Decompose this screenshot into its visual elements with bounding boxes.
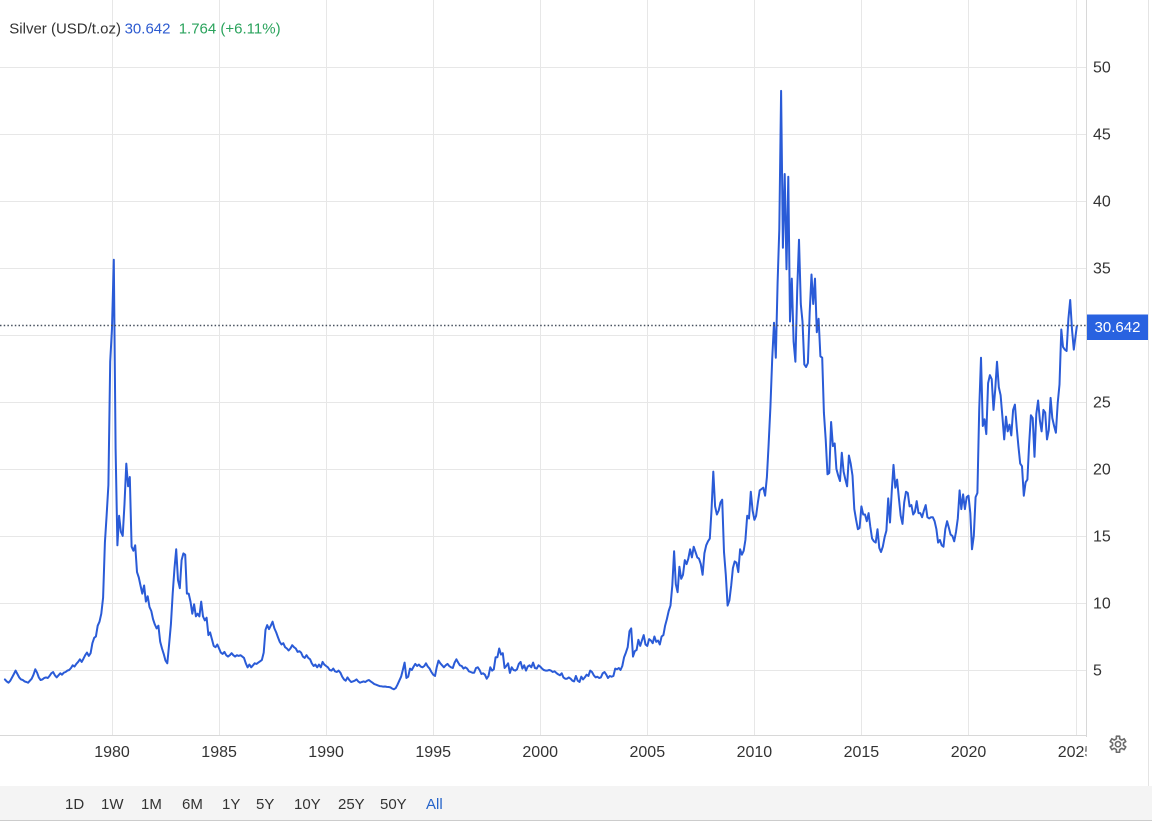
svg-text:45: 45 [1093,126,1111,143]
svg-text:1.764 (+6.11%): 1.764 (+6.11%) [179,21,281,38]
svg-text:2005: 2005 [630,744,666,761]
svg-text:10: 10 [1093,596,1111,613]
svg-text:2025: 2025 [1058,744,1094,761]
svg-text:35: 35 [1093,260,1111,277]
svg-text:Silver (USD/t.oz): Silver (USD/t.oz) [9,21,121,38]
svg-text:30.642: 30.642 [125,21,171,38]
svg-text:2015: 2015 [844,744,880,761]
svg-text:2000: 2000 [522,744,558,761]
svg-text:2010: 2010 [737,744,773,761]
svg-text:15: 15 [1093,528,1111,545]
svg-text:1985: 1985 [201,744,237,761]
svg-text:1980: 1980 [94,744,130,761]
svg-text:1990: 1990 [308,744,344,761]
svg-text:25: 25 [1093,394,1111,411]
svg-text:40: 40 [1093,193,1111,210]
svg-text:5: 5 [1093,663,1102,680]
svg-text:20: 20 [1093,461,1111,478]
svg-text:30.642: 30.642 [1095,319,1141,336]
svg-text:2020: 2020 [951,744,987,761]
svg-text:1995: 1995 [415,744,451,761]
svg-text:50: 50 [1093,59,1111,76]
